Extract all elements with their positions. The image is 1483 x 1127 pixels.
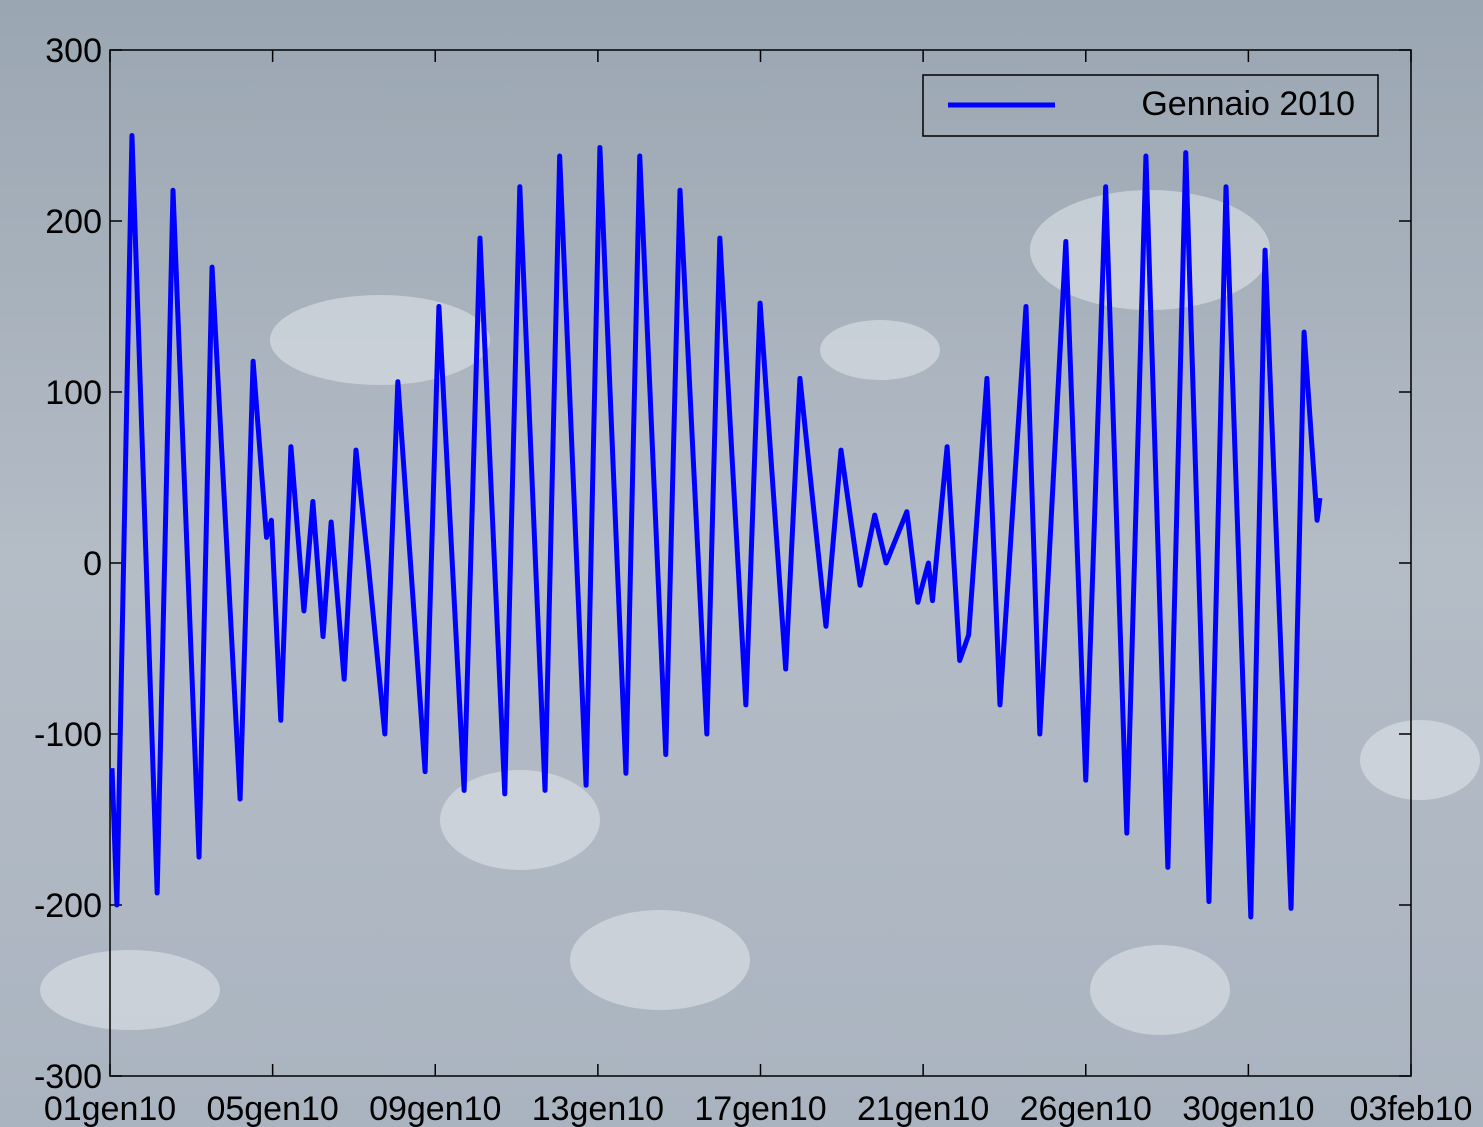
- y-tick-label: -200: [34, 887, 102, 925]
- x-tick-label: 30gen10: [1182, 1090, 1314, 1127]
- x-tick-label: 01gen10: [44, 1090, 176, 1127]
- legend-label: Gennaio 2010: [1141, 85, 1355, 123]
- x-tick-label: 13gen10: [532, 1090, 664, 1127]
- y-tick-label: 300: [45, 32, 102, 70]
- x-tick-label: 03feb10: [1350, 1090, 1473, 1127]
- y-tick-label: 0: [83, 545, 102, 583]
- x-tick-label: 26gen10: [1020, 1090, 1152, 1127]
- x-tick-label: 21gen10: [857, 1090, 989, 1127]
- x-tick-label: 17gen10: [694, 1090, 826, 1127]
- x-tick-label: 09gen10: [369, 1090, 501, 1127]
- chart: -300-200-100010020030001gen1005gen1009ge…: [0, 0, 1483, 1127]
- y-tick-label: 200: [45, 203, 102, 241]
- y-tick-label: 100: [45, 374, 102, 412]
- y-tick-label: -100: [34, 716, 102, 754]
- x-tick-label: 05gen10: [206, 1090, 338, 1127]
